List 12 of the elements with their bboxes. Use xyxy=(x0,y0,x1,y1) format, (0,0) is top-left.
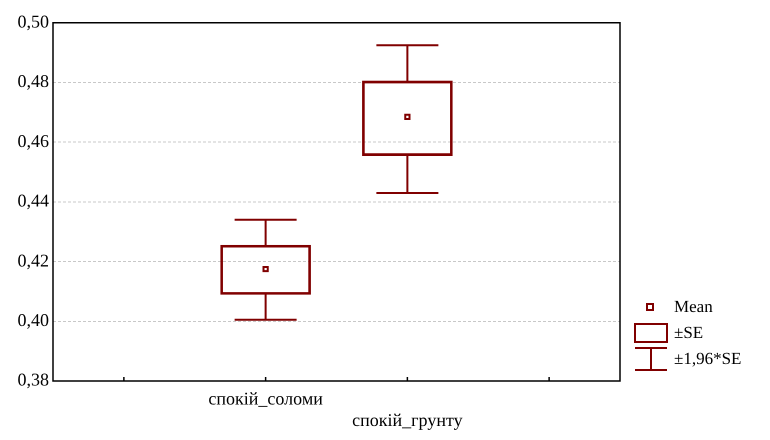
text: ±SE xyxy=(674,323,704,343)
y-tick-label: 0,46 xyxy=(18,130,49,151)
x-tick-label: спокій_грунту xyxy=(352,410,463,430)
y-tick-label: 0,44 xyxy=(18,190,49,211)
text: Mean xyxy=(674,297,713,317)
y-tick-label: 0,48 xyxy=(18,71,49,92)
text: ±1,96*SE xyxy=(674,349,742,369)
y-tick-label: 0,38 xyxy=(18,370,49,390)
y-tick-label: 0,50 xyxy=(18,12,49,32)
x-tick-label: спокій_соломи xyxy=(208,388,324,409)
y-tick-label: 0,40 xyxy=(18,310,49,330)
y-tick-label: 0,42 xyxy=(18,250,49,270)
